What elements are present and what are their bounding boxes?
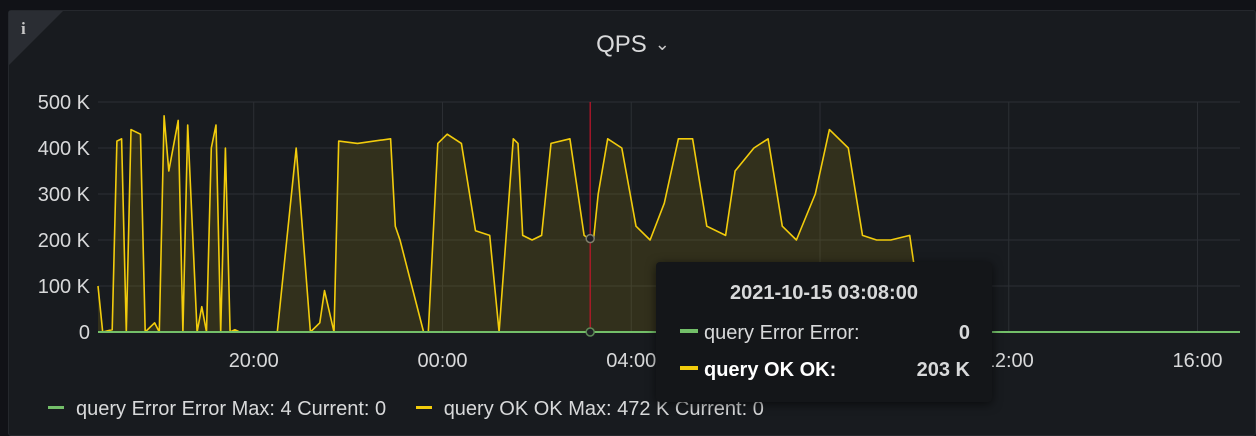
panel-info-corner[interactable] [9, 11, 63, 65]
legend-current-value: 0 [752, 398, 764, 420]
y-tick-label: 400 K [38, 138, 91, 160]
legend-swatch-ok [415, 406, 432, 409]
tooltip-value: 203 K [916, 359, 970, 381]
panel-header[interactable]: QPS ⌄ [9, 31, 1256, 59]
x-tick-label: 16:00 [1172, 350, 1222, 372]
y-tick-label: 0 [79, 322, 90, 344]
tooltip-value: 0 [958, 322, 970, 344]
tooltip-row-ok: query OK OK: 203 K [680, 359, 970, 382]
legend-max-label: Max: [231, 398, 275, 420]
y-tick-label: 100 K [38, 276, 91, 298]
y-tick-label: 300 K [38, 184, 91, 206]
legend-max-label: Max: [568, 398, 612, 420]
legend-item-error[interactable]: query Error Error Max: 4 Current: 0 [48, 398, 386, 421]
legend-current-label: Current: [674, 398, 748, 420]
legend-current-value: 0 [375, 398, 387, 420]
y-tick-label: 500 K [38, 92, 91, 114]
legend-item-ok[interactable]: query OK OK Max: 472 K Current: 0 [415, 398, 764, 421]
info-icon[interactable]: i [21, 19, 26, 38]
y-tick-label: 200 K [38, 230, 91, 252]
tooltip-row-error: query Error Error: 0 [680, 322, 970, 345]
tooltip-label: query Error Error: [704, 322, 860, 344]
legend: query Error Error Max: 4 Current: 0 quer… [48, 398, 788, 421]
x-tick-label: 04:00 [606, 350, 656, 372]
tooltip-swatch-error [680, 329, 698, 333]
hover-point-ok [585, 233, 595, 244]
legend-name: query OK OK [443, 398, 563, 420]
x-tick-label: 00:00 [417, 350, 467, 372]
tooltip-swatch-ok [680, 366, 698, 370]
hover-point-error [585, 327, 595, 337]
x-tick-label: 20:00 [229, 350, 279, 372]
x-tick-label: 12:00 [984, 350, 1034, 372]
panel-title[interactable]: QPS [596, 31, 647, 58]
series-ok-line [97, 115, 1240, 333]
tooltip-label: query OK OK: [704, 359, 837, 381]
legend-swatch-error [48, 406, 64, 409]
legend-current-label: Current: [297, 398, 370, 420]
series-ok-area [98, 115, 1240, 332]
legend-max-value: 4 [280, 398, 292, 420]
tooltip-time: 2021-10-15 03:08:00 [730, 282, 918, 304]
chevron-down-icon[interactable]: ⌄ [654, 34, 670, 54]
hover-tooltip: 2021-10-15 03:08:00 query Error Error: 0… [656, 262, 992, 402]
graph-panel: i QPS ⌄ [8, 10, 1256, 436]
legend-max-value: 472 K [617, 398, 670, 420]
legend-name: query Error Error [76, 398, 227, 420]
